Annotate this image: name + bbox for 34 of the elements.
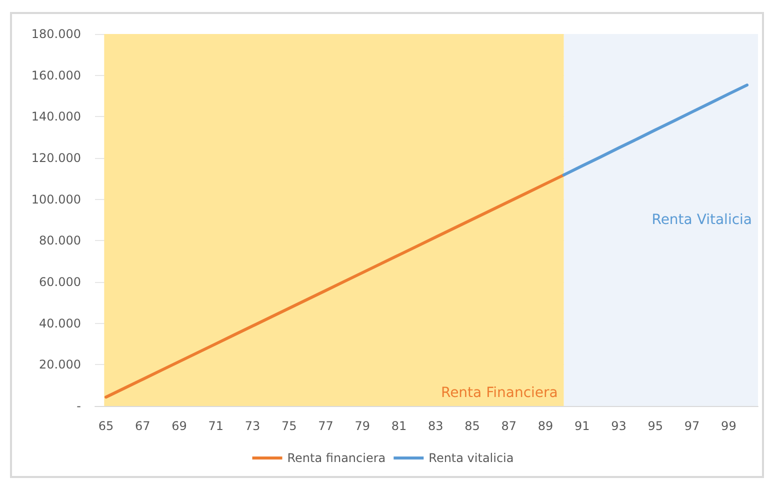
- x-tick-label: 97: [684, 419, 700, 433]
- x-tick-label: 69: [172, 419, 187, 433]
- y-tick-label: 20.000: [39, 358, 81, 372]
- line-series: [562, 84, 749, 176]
- y-tick-label: 100.000: [31, 192, 81, 206]
- x-tick-label: 79: [354, 419, 370, 433]
- y-tick-label: 60.000: [39, 275, 81, 289]
- x-tick-label: 73: [244, 419, 260, 433]
- legend-label: Renta vitalicia: [428, 451, 514, 465]
- x-tick-label: 75: [281, 419, 297, 433]
- x-tick-label: 95: [648, 419, 664, 433]
- band-label: Renta Financiera: [440, 385, 558, 401]
- x-tick-label: 77: [318, 419, 334, 433]
- x-tick-label: 87: [501, 419, 517, 433]
- y-tick-label: 80.000: [39, 234, 81, 248]
- x-tick-label: 91: [574, 419, 590, 433]
- x-tick-label: 81: [391, 419, 407, 433]
- x-tick-label: 65: [98, 419, 114, 433]
- y-tick-label: 120.000: [31, 151, 81, 165]
- x-tick-label: 99: [721, 419, 736, 433]
- x-tick-label: 67: [134, 419, 150, 433]
- y-tick-label: 140.000: [31, 110, 81, 124]
- x-tick-label: 89: [538, 419, 554, 433]
- x-tick-label: 85: [464, 419, 480, 433]
- y-tick-label: 160.000: [31, 68, 81, 82]
- line-series: [104, 173, 566, 399]
- legend-label: Renta financiera: [287, 451, 386, 465]
- x-tick-label: 93: [611, 419, 626, 433]
- x-tick-label: 71: [208, 419, 224, 433]
- y-tick-label: 180.000: [31, 27, 81, 41]
- y-tick-label: 40.000: [39, 316, 81, 330]
- y-tick-label: -: [76, 399, 81, 413]
- band-label: Renta Vitalicia: [652, 212, 752, 228]
- x-tick-label: 83: [428, 419, 444, 433]
